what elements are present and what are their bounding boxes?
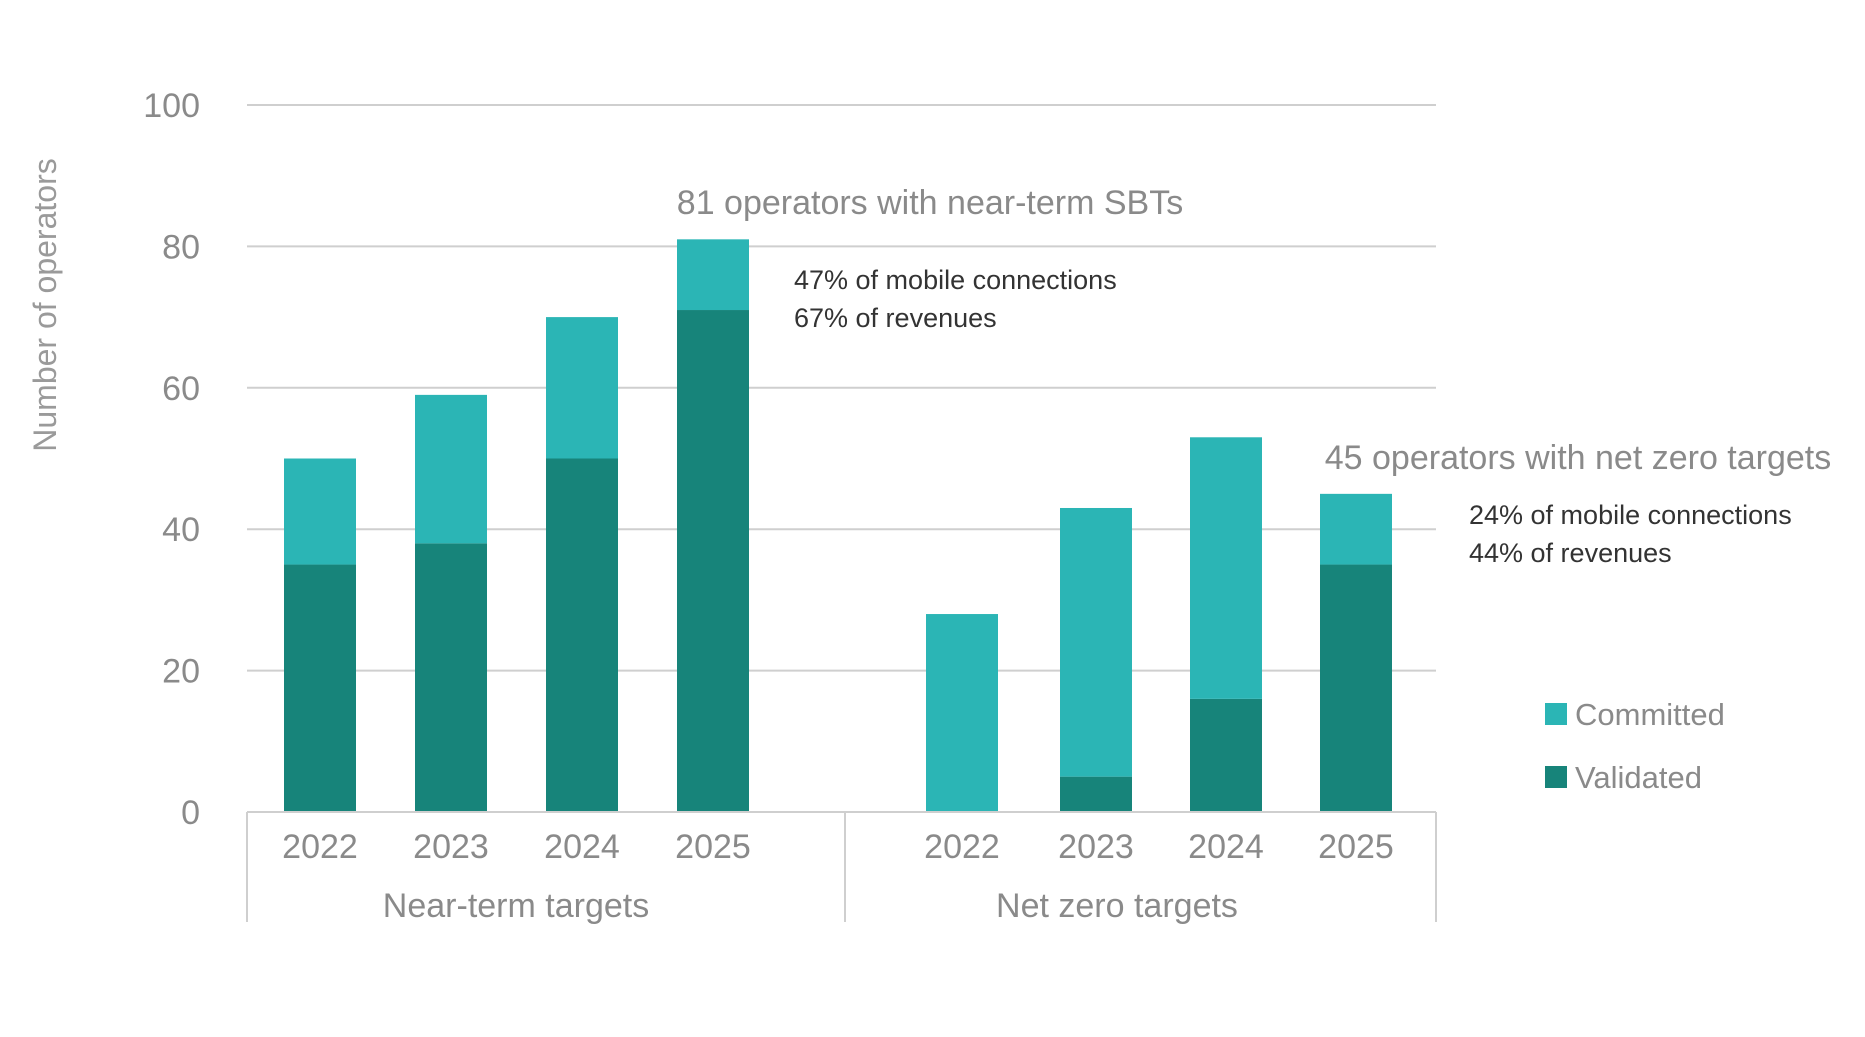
legend-label-committed: Committed — [1575, 697, 1725, 732]
y-tick-label: 80 — [162, 228, 200, 266]
bar-committed-near-term-2024 — [546, 317, 618, 459]
y-axis-label: Number of operators — [27, 158, 63, 451]
bar-committed-net-zero-2024 — [1190, 437, 1262, 699]
x-tick-label: 2024 — [544, 828, 620, 866]
bar-validated-near-term-2025 — [677, 310, 749, 812]
x-axis: 2022 2023 2024 2025 Near-term targets 2022 202… — [246, 811, 1437, 925]
bar-committed-near-term-2025 — [677, 239, 749, 311]
bar-committed-net-zero-2023 — [1060, 507, 1132, 777]
bar-committed-near-term-2023 — [415, 394, 487, 544]
x-tick-label: 2023 — [1058, 828, 1134, 866]
x-tick-label: 2022 — [282, 828, 358, 866]
x-tick-label: 2025 — [675, 828, 751, 866]
annotation-near-term-title: 81 operators with near-term SBTs — [677, 184, 1183, 222]
bar-committed-near-term-2022 — [284, 458, 356, 565]
bar-committed-net-zero-2022 — [926, 614, 998, 812]
legend-swatch-committed — [1545, 703, 1567, 725]
legend-label-validated: Validated — [1575, 760, 1702, 795]
y-axis-ticks: 0 20 40 60 80 100 — [143, 87, 200, 832]
y-tick-label: 0 — [181, 794, 200, 832]
annotation-near-term: 81 operators with near-term SBTs 47% of … — [677, 184, 1183, 333]
bar-validated-near-term-2024 — [546, 458, 618, 812]
y-tick-label: 40 — [162, 511, 200, 549]
annotation-net-zero-line-1: 24% of mobile connections — [1469, 500, 1792, 530]
annotation-near-term-line-2: 67% of revenues — [794, 303, 997, 333]
y-tick-label: 60 — [162, 370, 200, 408]
bar-validated-near-term-2023 — [415, 543, 487, 812]
y-tick-label: 100 — [143, 87, 200, 125]
bars — [284, 239, 1392, 812]
bar-validated-net-zero-2023 — [1060, 776, 1132, 812]
x-tick-label: 2025 — [1318, 828, 1394, 866]
bar-validated-net-zero-2025 — [1320, 564, 1392, 812]
bar-committed-net-zero-2025 — [1320, 493, 1392, 565]
annotation-net-zero: 45 operators with net zero targets 24% o… — [1325, 439, 1832, 568]
annotation-net-zero-line-2: 44% of revenues — [1469, 538, 1672, 568]
x-tick-label: 2024 — [1188, 828, 1264, 866]
x-group-label: Near-term targets — [383, 887, 649, 925]
legend-swatch-validated — [1545, 766, 1567, 788]
legend: Committed Validated — [1545, 697, 1725, 795]
bar-validated-near-term-2022 — [284, 564, 356, 812]
y-tick-label: 20 — [162, 653, 200, 691]
annotation-net-zero-title: 45 operators with net zero targets — [1325, 439, 1832, 477]
bar-validated-net-zero-2024 — [1190, 698, 1262, 812]
x-tick-label: 2022 — [924, 828, 1000, 866]
x-tick-label: 2023 — [413, 828, 489, 866]
x-group-label: Net zero targets — [996, 887, 1238, 925]
annotation-near-term-line-1: 47% of mobile connections — [794, 265, 1117, 295]
